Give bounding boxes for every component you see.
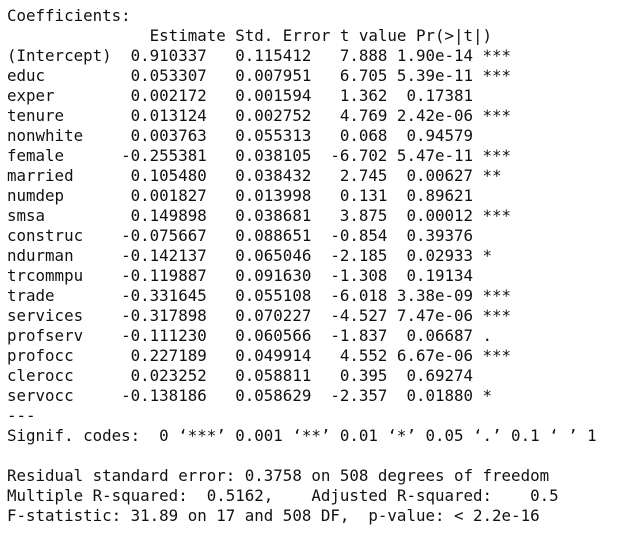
coef-row-profserv: profserv -0.111230 0.060566 -1.837 0.066… (7, 326, 512, 345)
separator-line: --- (7, 406, 36, 425)
coef-row-trcommpu: trcommpu -0.119887 0.091630 -1.308 0.191… (7, 266, 512, 285)
regression-output: Coefficients: Estimate Std. Error t valu… (7, 6, 597, 526)
coef-row-servocc: servocc -0.138186 0.058629 -2.357 0.0188… (7, 386, 512, 405)
coef-row-ndurman: ndurman -0.142137 0.065046 -2.185 0.0293… (7, 246, 512, 265)
coef-row-exper: exper 0.002172 0.001594 1.362 0.17381 (7, 86, 512, 105)
coef-row-numdep: numdep 0.001827 0.013998 0.131 0.89621 (7, 186, 512, 205)
f-statistic-line: F-statistic: 31.89 on 17 and 508 DF, p-v… (7, 506, 540, 525)
coef-row-female: female -0.255381 0.038105 -6.702 5.47e-1… (7, 146, 512, 165)
residual-standard-error: Residual standard error: 0.3758 on 508 d… (7, 466, 550, 485)
column-header: Estimate Std. Error t value Pr(>|t|) (7, 26, 531, 45)
coef-row-profocc: profocc 0.227189 0.049914 4.552 6.67e-06… (7, 346, 512, 365)
coef-row-smsa: smsa 0.149898 0.038681 3.875 0.00012 *** (7, 206, 512, 225)
coef-row-nonwhite: nonwhite 0.003763 0.055313 0.068 0.94579 (7, 126, 512, 145)
coef-row-tenure: tenure 0.013124 0.002752 4.769 2.42e-06 … (7, 106, 512, 125)
coef-row-intercept: (Intercept) 0.910337 0.115412 7.888 1.90… (7, 46, 512, 65)
coef-row-educ: educ 0.053307 0.007951 6.705 5.39e-11 **… (7, 66, 512, 85)
r-squared-line: Multiple R-squared: 0.5162, Adjusted R-s… (7, 486, 569, 505)
coef-row-clerocc: clerocc 0.023252 0.058811 0.395 0.69274 (7, 366, 512, 385)
coef-row-married: married 0.105480 0.038432 2.745 0.00627 … (7, 166, 512, 185)
coefficients-title: Coefficients: (7, 6, 131, 25)
coef-row-trade: trade -0.331645 0.055108 -6.018 3.38e-09… (7, 286, 512, 305)
coef-row-services: services -0.317898 0.070227 -4.527 7.47e… (7, 306, 512, 325)
blank-line (7, 446, 597, 466)
coef-row-construc: construc -0.075667 0.088651 -0.854 0.393… (7, 226, 512, 245)
signif-codes: Signif. codes: 0 ‘***’ 0.001 ‘**’ 0.01 ‘… (7, 426, 597, 445)
